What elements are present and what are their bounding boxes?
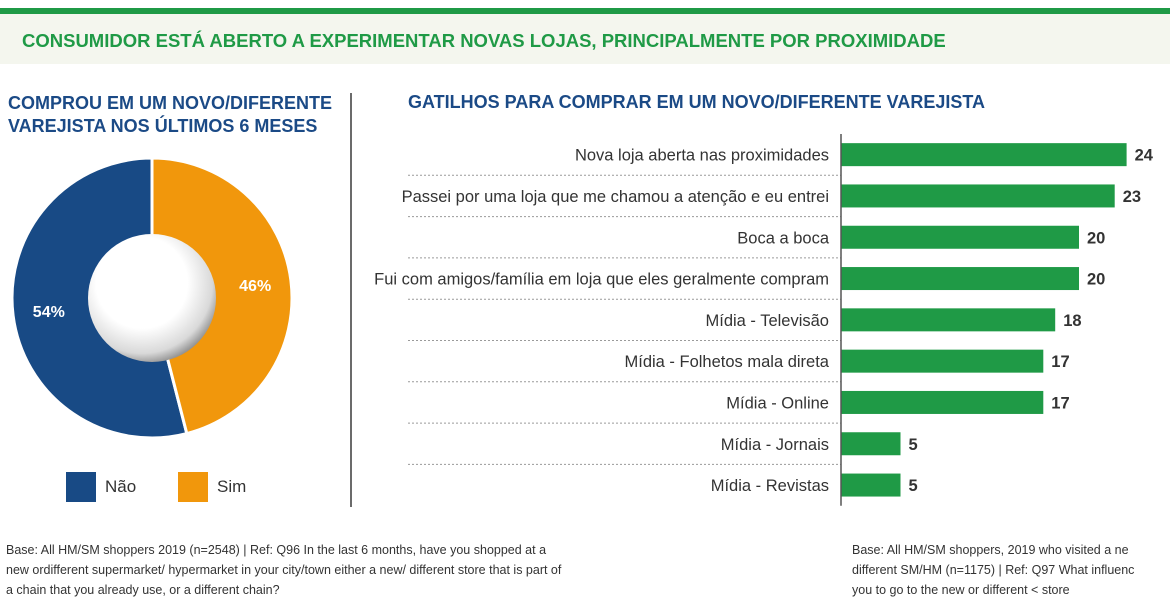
bar bbox=[841, 349, 1044, 373]
legend-label-sim: Sim bbox=[217, 477, 247, 496]
bar-value-label: 24 bbox=[1135, 147, 1154, 165]
bar-value-label: 5 bbox=[909, 477, 918, 495]
donut-chart-title: COMPROU EM UM NOVO/DIFERENTE VAREJISTA N… bbox=[8, 93, 333, 136]
banner-title: CONSUMIDOR ESTÁ ABERTO A EXPERIMENTAR NO… bbox=[22, 30, 946, 51]
bar-chart: Nova loja aberta nas proximidades 24 Passe… bbox=[374, 134, 1154, 506]
legend-item-nao: Não bbox=[66, 472, 136, 502]
bar bbox=[841, 184, 1115, 208]
bar-value-label: 20 bbox=[1087, 271, 1105, 289]
top-accent-bar bbox=[0, 8, 1170, 14]
bar-value-label: 20 bbox=[1087, 229, 1105, 247]
bar bbox=[841, 432, 901, 456]
legend-label-nao: Não bbox=[105, 477, 137, 496]
footnote-left: Base: All HM/SM shoppers 2019 (n=2548) |… bbox=[6, 543, 562, 597]
footnote-right-line: Base: All HM/SM shoppers, 2019 who visit… bbox=[852, 543, 1129, 557]
bar-category-label: Mídia - Folhetos mala direta bbox=[624, 353, 829, 371]
bar-category-label: Mídia - Televisão bbox=[705, 312, 829, 330]
donut-chart: 54% 46% bbox=[10, 156, 294, 440]
bar-value-label: 23 bbox=[1123, 188, 1141, 206]
donut-data-label: 46% bbox=[239, 278, 271, 295]
bar-value-label: 5 bbox=[909, 436, 918, 454]
legend-item-sim: Sim bbox=[178, 472, 246, 502]
donut-data-label: 54% bbox=[33, 304, 65, 321]
bar bbox=[841, 308, 1056, 332]
bar-value-label: 17 bbox=[1051, 394, 1069, 412]
legend-swatch-nao bbox=[66, 472, 96, 502]
legend-swatch-sim bbox=[178, 472, 208, 502]
bar-category-label: Boca a boca bbox=[737, 229, 830, 247]
bar-category-label: Nova loja aberta nas proximidades bbox=[575, 147, 829, 165]
banner bbox=[0, 14, 1170, 64]
bar-category-label: Fui com amigos/família em loja que eles … bbox=[374, 271, 829, 289]
bar bbox=[841, 225, 1079, 249]
bar-category-label: Mídia - Revistas bbox=[711, 477, 829, 495]
bar-value-label: 17 bbox=[1051, 353, 1069, 371]
bar-category-label: Mídia - Online bbox=[726, 394, 829, 412]
footnote-right: Base: All HM/SM shoppers, 2019 who visit… bbox=[852, 540, 1170, 600]
footnote-right-line: you to go to the new or different < stor… bbox=[852, 583, 1070, 597]
vertical-divider bbox=[350, 93, 352, 507]
bar bbox=[841, 473, 901, 497]
bar-chart-title: GATILHOS PARA COMPRAR EM UM NOVO/DIFEREN… bbox=[408, 92, 986, 112]
bar-value-label: 18 bbox=[1063, 312, 1081, 330]
bar-category-label: Passei por uma loja que me chamou a aten… bbox=[402, 188, 829, 206]
bar bbox=[841, 390, 1044, 414]
bar bbox=[841, 143, 1127, 167]
bar bbox=[841, 267, 1079, 291]
bar-category-label: Mídia - Jornais bbox=[721, 436, 829, 454]
donut-hole bbox=[88, 234, 216, 362]
footnote-right-line: different SM/HM (n=1175) | Ref: Q97 What… bbox=[852, 563, 1135, 577]
donut-slice-sim bbox=[150, 156, 294, 436]
